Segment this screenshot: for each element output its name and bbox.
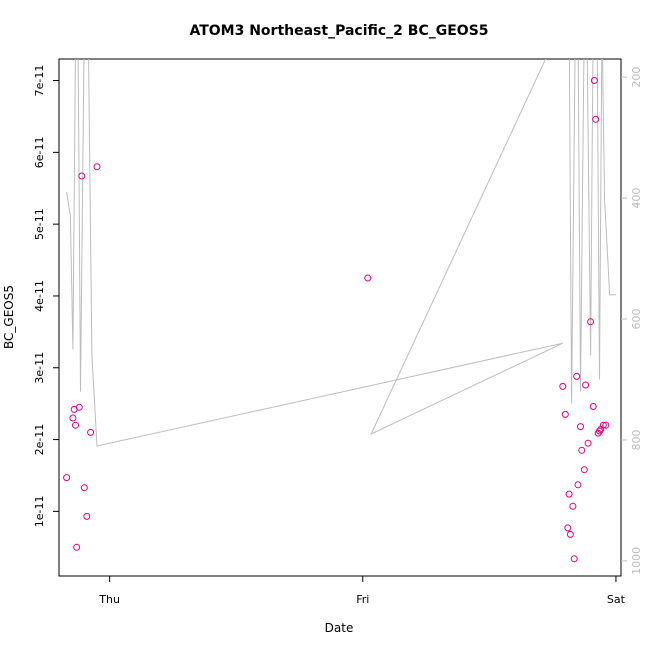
plot-frame bbox=[58, 58, 622, 577]
data-point bbox=[574, 481, 582, 489]
y-tick-label: 3e-11 bbox=[33, 352, 46, 384]
data-point bbox=[565, 490, 573, 498]
data-point bbox=[602, 421, 610, 429]
data-point bbox=[577, 423, 584, 431]
point-series bbox=[63, 77, 610, 563]
data-point bbox=[596, 427, 603, 435]
data-point bbox=[72, 421, 79, 429]
data-point bbox=[564, 524, 572, 532]
data-point bbox=[584, 439, 592, 447]
y-tick-label: 5e-11 bbox=[33, 208, 46, 240]
data-point bbox=[589, 403, 597, 410]
data-point bbox=[599, 421, 607, 429]
y2-tick-label: 600 bbox=[630, 309, 643, 330]
chart-title: ATOM3 Northeast_Pacific_2 BC_GEOS5 bbox=[189, 23, 488, 39]
x-tick-label: Thu bbox=[98, 593, 120, 606]
y-tick-label: 4e-11 bbox=[33, 280, 46, 312]
x-tick-label: Fri bbox=[356, 593, 369, 606]
data-point bbox=[580, 466, 588, 474]
line-series bbox=[66, 59, 616, 447]
data-point bbox=[75, 403, 83, 411]
y2-tick-label: 200 bbox=[630, 67, 643, 88]
right-axis: 200 400 600 800 1000 bbox=[621, 67, 643, 575]
y-tick-label: 6e-11 bbox=[33, 136, 46, 168]
y-axis-label: BC_GEOS5 bbox=[2, 285, 16, 349]
data-point bbox=[78, 172, 86, 180]
data-point bbox=[573, 372, 581, 380]
data-point bbox=[63, 474, 71, 482]
x-axis-label: Date bbox=[325, 621, 354, 635]
data-point bbox=[582, 381, 590, 389]
series-line-path bbox=[66, 59, 616, 447]
y2-tick-label: 1000 bbox=[630, 547, 643, 575]
data-point bbox=[561, 410, 569, 418]
data-point bbox=[83, 512, 91, 520]
data-point bbox=[592, 115, 600, 123]
y2-tick-label: 400 bbox=[630, 188, 643, 209]
data-point bbox=[570, 555, 578, 563]
data-point bbox=[80, 484, 88, 492]
data-point bbox=[590, 77, 598, 84]
data-point bbox=[364, 274, 372, 282]
y-tick-label: 7e-11 bbox=[33, 65, 46, 97]
y2-tick-label: 800 bbox=[630, 429, 643, 450]
data-point bbox=[87, 428, 95, 436]
data-point bbox=[587, 318, 595, 326]
data-point bbox=[73, 543, 81, 551]
data-point bbox=[69, 414, 77, 422]
bottom-axis: Thu Fri Sat bbox=[98, 576, 626, 606]
data-point bbox=[93, 163, 101, 171]
left-axis: 1e-11 2e-11 3e-11 4e-11 5e-11 6e-11 7e-11 bbox=[33, 65, 59, 528]
y-tick-label: 2e-11 bbox=[33, 424, 46, 456]
data-point bbox=[569, 502, 577, 510]
x-tick-label: Sat bbox=[607, 593, 626, 606]
data-point bbox=[566, 530, 574, 538]
data-point bbox=[559, 382, 567, 390]
data-point bbox=[578, 446, 586, 454]
y-tick-label: 1e-11 bbox=[33, 496, 46, 528]
